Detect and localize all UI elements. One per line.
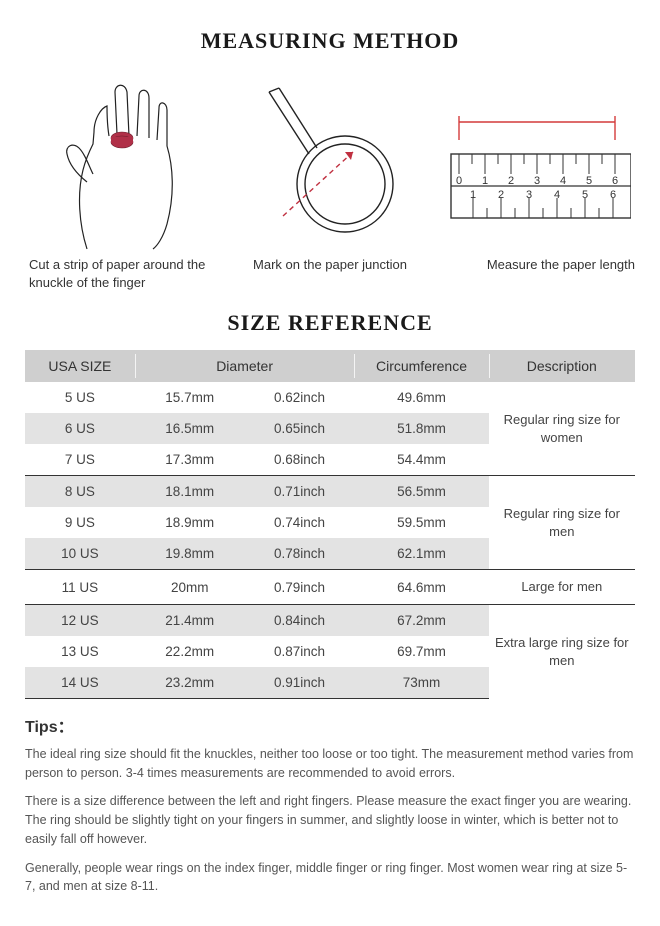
step-1-caption: Cut a strip of paper around the knuckle … [25,256,223,292]
desc-women: Regular ring size for women [489,382,635,476]
col-usa-size: USA SIZE [25,350,135,382]
tip-paragraph: The ideal ring size should fit the knuck… [25,745,635,783]
ruler-icon: 0 1 2 3 4 5 6 1 2 3 4 5 6 [441,74,631,254]
step-3: 0 1 2 3 4 5 6 1 2 3 4 5 6 [437,74,635,292]
table-row: 12 US 21.4mm 0.84inch 67.2mm Extra large… [25,604,635,636]
desc-xlarge: Extra large ring size for men [489,604,635,698]
svg-text:2: 2 [498,189,504,201]
svg-text:1: 1 [470,189,476,201]
svg-text:4: 4 [554,189,560,201]
tips-block: The ideal ring size should fit the knuck… [25,745,635,896]
desc-men: Regular ring size for men [489,476,635,570]
svg-text:3: 3 [526,189,532,201]
svg-text:1: 1 [482,175,488,187]
table-row: 11 US 20mm 0.79inch 64.6mm Large for men [25,570,635,605]
svg-text:4: 4 [560,175,566,187]
step-3-caption: Measure the paper length [437,256,635,274]
tip-paragraph: There is a size difference between the l… [25,792,635,848]
table-row: 8 US 18.1mm 0.71inch 56.5mm Regular ring… [25,476,635,508]
col-diameter: Diameter [135,350,355,382]
paper-loop-icon [245,74,415,254]
tips-heading: Tips： [25,713,635,737]
svg-text:3: 3 [534,175,540,187]
heading-measuring: MEASURING METHOD [25,28,635,54]
svg-text:6: 6 [612,175,618,187]
svg-text:5: 5 [586,175,592,187]
size-table: USA SIZE Diameter Circumference Descript… [25,350,635,699]
step-2-caption: Mark on the paper junction [231,256,429,274]
desc-large: Large for men [489,570,635,605]
tip-paragraph: Generally, people wear rings on the inde… [25,859,635,897]
svg-text:0: 0 [456,175,462,187]
hand-icon [49,74,199,254]
steps-row: Cut a strip of paper around the knuckle … [25,74,635,292]
step-2: Mark on the paper junction [231,74,429,292]
step-1: Cut a strip of paper around the knuckle … [25,74,223,292]
col-description: Description [489,350,635,382]
svg-text:2: 2 [508,175,514,187]
heading-size-reference: SIZE REFERENCE [25,310,635,336]
col-circumference: Circumference [354,350,488,382]
table-header-row: USA SIZE Diameter Circumference Descript… [25,350,635,382]
svg-text:6: 6 [610,189,616,201]
svg-text:5: 5 [582,189,588,201]
table-row: 5 US 15.7mm 0.62inch 49.6mm Regular ring… [25,382,635,413]
